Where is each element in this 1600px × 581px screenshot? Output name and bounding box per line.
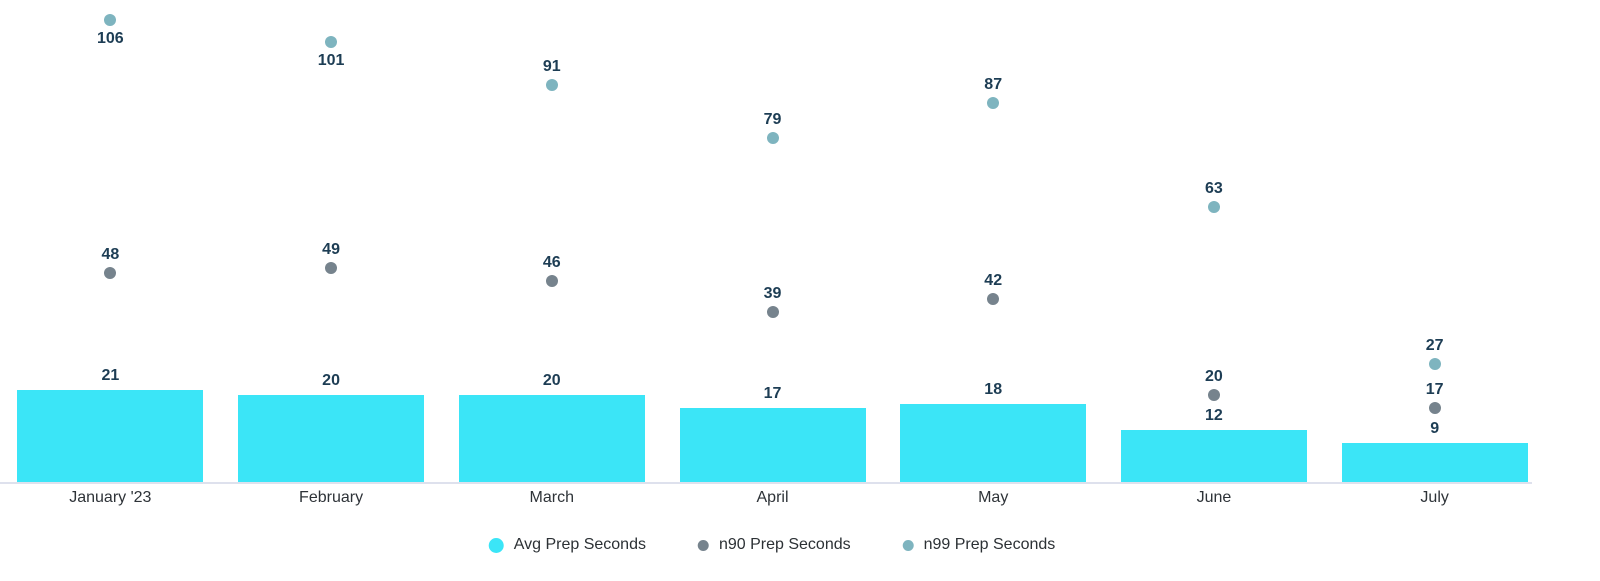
n99-prep-dot-may[interactable] xyxy=(987,96,1000,109)
n99-prep-value-label: 63 xyxy=(1205,180,1223,198)
avg-prep-bar-july[interactable] xyxy=(1341,442,1528,482)
n99-prep-dot-june[interactable] xyxy=(1207,201,1220,214)
n99-prep-dot-march[interactable] xyxy=(545,79,558,92)
x-axis-label-june: June xyxy=(1196,489,1232,506)
avg-prep-value-label: 21 xyxy=(101,367,120,385)
n90-prep-value-label: 39 xyxy=(763,284,782,302)
avg-prep-value-label: 18 xyxy=(984,380,1003,398)
legend-label: Avg Prep Seconds xyxy=(513,536,646,553)
n90-prep-value-label: 49 xyxy=(322,241,340,259)
avg-prep-value-label: 12 xyxy=(1205,406,1223,424)
n99-prep-dot-july[interactable] xyxy=(1428,358,1441,371)
n90-prep-value-label: 46 xyxy=(542,254,561,272)
n99-prep-value-label: 87 xyxy=(984,75,1003,93)
n99-prep-value-label: 27 xyxy=(1425,337,1444,355)
n99-prep-value-label: 79 xyxy=(763,110,782,128)
n90-prep-value-label: 48 xyxy=(101,245,120,263)
n99-prep-dot-february[interactable] xyxy=(325,35,338,48)
n99-prep-value-label: 91 xyxy=(542,58,561,76)
avg-prep-bar-march[interactable] xyxy=(458,394,645,482)
legend-item-n99-prep-seconds[interactable]: n99 Prep Seconds xyxy=(902,536,1056,554)
n99-prep-value-label: 106 xyxy=(96,29,124,47)
legend-item-n90-prep-seconds[interactable]: n90 Prep Seconds xyxy=(697,536,851,554)
n99-prep-dot-april[interactable] xyxy=(766,131,779,144)
n90-prep-dot-april[interactable] xyxy=(766,305,779,318)
avg-prep-bar-february[interactable] xyxy=(238,394,425,482)
avg-prep-bar-may[interactable] xyxy=(900,403,1087,482)
n90-prep-value-label: 17 xyxy=(1425,380,1444,398)
avg-prep-bar-april[interactable] xyxy=(679,407,866,482)
n99-prep-value-label: 101 xyxy=(317,51,345,69)
n90-prep-dot-january-23[interactable] xyxy=(104,266,117,279)
n90-prep-dot-february[interactable] xyxy=(325,262,338,275)
avg-prep-value-label: 20 xyxy=(542,371,561,389)
plot-area: 21 48 106 20 49 101 20 46 91 17 39 79 18 42 87 12 20 63 9 1… xyxy=(0,13,1532,484)
x-axis-label-may: May xyxy=(978,489,1009,506)
avg-prep-value-label: 17 xyxy=(763,384,782,402)
x-axis-label-february: February xyxy=(299,489,364,506)
x-axis-line xyxy=(0,482,1532,484)
legend: Avg Prep Seconds n90 Prep Seconds n99 Prep… xyxy=(488,536,1056,554)
n90-prep-value-label: 42 xyxy=(984,271,1003,289)
legend-item-avg-prep-seconds[interactable]: Avg Prep Seconds xyxy=(488,536,646,554)
legend-dot-icon xyxy=(697,539,709,551)
avg-prep-bar-june[interactable] xyxy=(1120,429,1307,482)
legend-dot-icon xyxy=(902,539,914,551)
avg-prep-bar-january-23[interactable] xyxy=(17,390,204,482)
avg-prep-value-label: 9 xyxy=(1430,419,1440,437)
legend-label: n90 Prep Seconds xyxy=(718,536,851,553)
avg-prep-value-label: 20 xyxy=(322,371,340,389)
n90-prep-dot-march[interactable] xyxy=(545,275,558,288)
n90-prep-dot-june[interactable] xyxy=(1207,388,1220,401)
x-axis-label-march: March xyxy=(529,489,575,506)
n90-prep-value-label: 20 xyxy=(1205,367,1223,385)
legend-circle-icon xyxy=(488,537,504,553)
x-axis-label-january-23: January '23 xyxy=(69,489,152,506)
x-axis-label-july: July xyxy=(1420,489,1449,506)
legend-label: n99 Prep Seconds xyxy=(923,536,1056,553)
n99-prep-dot-january-23[interactable] xyxy=(104,13,117,26)
n90-prep-dot-may[interactable] xyxy=(987,292,1000,305)
x-axis-label-april: April xyxy=(756,489,789,506)
n90-prep-dot-july[interactable] xyxy=(1428,401,1441,414)
